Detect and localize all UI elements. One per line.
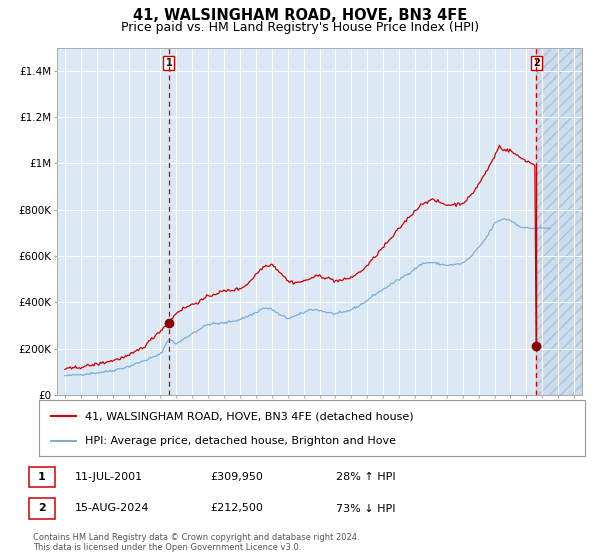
Text: 2: 2 (533, 58, 539, 68)
Text: 1: 1 (38, 472, 46, 482)
Text: Price paid vs. HM Land Registry's House Price Index (HPI): Price paid vs. HM Land Registry's House … (121, 21, 479, 34)
Text: £309,950: £309,950 (210, 472, 263, 482)
Text: This data is licensed under the Open Government Licence v3.0.: This data is licensed under the Open Gov… (33, 543, 301, 552)
Bar (536, 48, 582, 395)
Text: 2: 2 (38, 503, 46, 514)
Text: 28% ↑ HPI: 28% ↑ HPI (336, 472, 395, 482)
Text: HPI: Average price, detached house, Brighton and Hove: HPI: Average price, detached house, Brig… (85, 436, 397, 446)
Text: Contains HM Land Registry data © Crown copyright and database right 2024.: Contains HM Land Registry data © Crown c… (33, 533, 359, 542)
Text: 73% ↓ HPI: 73% ↓ HPI (336, 503, 395, 514)
Text: 41, WALSINGHAM ROAD, HOVE, BN3 4FE: 41, WALSINGHAM ROAD, HOVE, BN3 4FE (133, 8, 467, 24)
Text: 11-JUL-2001: 11-JUL-2001 (75, 472, 143, 482)
Text: £212,500: £212,500 (210, 503, 263, 514)
Text: 15-AUG-2024: 15-AUG-2024 (75, 503, 149, 514)
Text: 41, WALSINGHAM ROAD, HOVE, BN3 4FE (detached house): 41, WALSINGHAM ROAD, HOVE, BN3 4FE (deta… (85, 411, 414, 421)
Text: 1: 1 (166, 58, 172, 68)
